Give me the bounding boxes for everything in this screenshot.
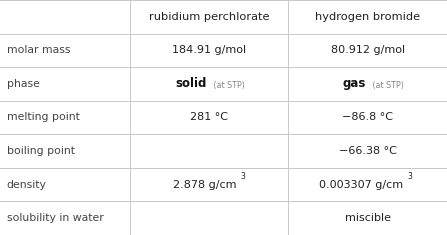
Text: 3: 3 <box>408 172 413 181</box>
Text: 3: 3 <box>240 172 245 181</box>
Text: boiling point: boiling point <box>7 146 75 156</box>
Text: 2.878 g/cm3: 2.878 g/cm3 <box>0 234 1 235</box>
Text: solid: solid <box>175 77 207 90</box>
Text: hydrogen bromide: hydrogen bromide <box>315 12 420 22</box>
Text: miscible: miscible <box>345 213 391 223</box>
Text: density: density <box>7 180 46 190</box>
Text: −86.8 °C: −86.8 °C <box>342 113 393 122</box>
Text: melting point: melting point <box>7 113 80 122</box>
Text: phase: phase <box>7 79 40 89</box>
Text: solubility in water: solubility in water <box>7 213 103 223</box>
Text: gas: gas <box>342 77 366 90</box>
Text: 0.003307 g/cm: 0.003307 g/cm <box>319 180 403 190</box>
Text: 281 °C: 281 °C <box>190 113 228 122</box>
Text: −66.38 °C: −66.38 °C <box>339 146 396 156</box>
Text: 80.912 g/mol: 80.912 g/mol <box>331 45 405 55</box>
Text: 2.878 g/cm: 2.878 g/cm <box>173 180 236 190</box>
Text: molar mass: molar mass <box>7 45 70 55</box>
Text: (at STP): (at STP) <box>370 81 404 90</box>
Text: (at STP): (at STP) <box>211 81 245 90</box>
Text: rubidium perchlorate: rubidium perchlorate <box>149 12 269 22</box>
Text: 184.91 g/mol: 184.91 g/mol <box>172 45 246 55</box>
